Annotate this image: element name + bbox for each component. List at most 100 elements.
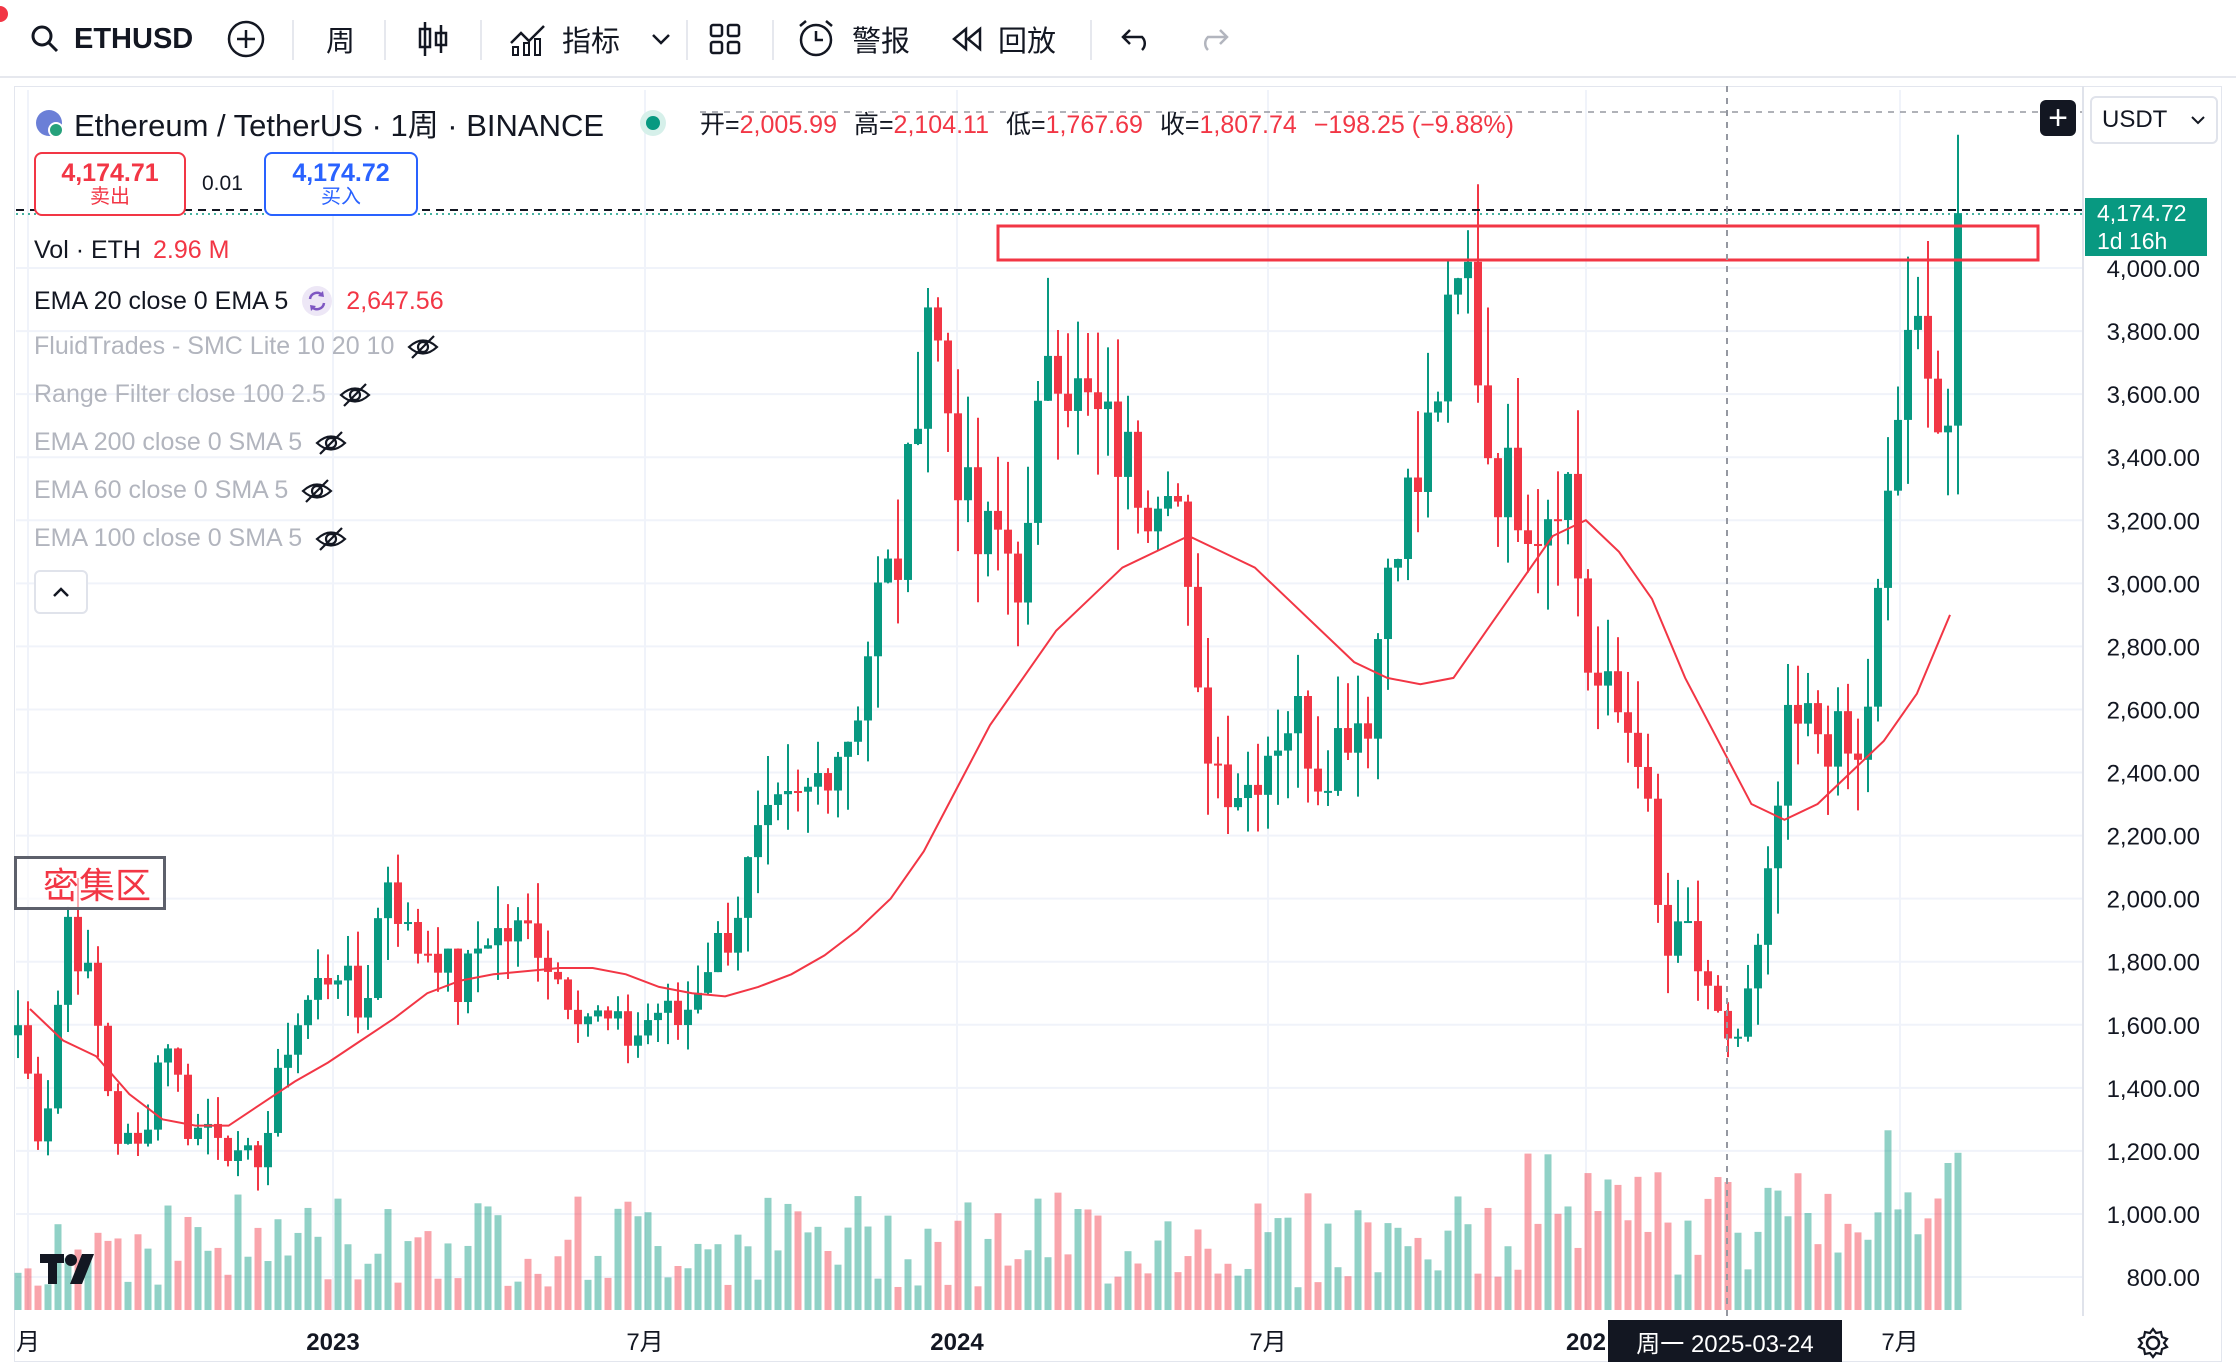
indicators-button[interactable]: 指标 xyxy=(508,0,620,78)
candle-body xyxy=(1254,784,1262,795)
volume-bar xyxy=(684,1268,692,1310)
currency-select[interactable]: USDT xyxy=(2090,96,2218,144)
indicator-label: EMA 60 close 0 SMA 5 xyxy=(34,476,289,504)
eye-off-icon[interactable] xyxy=(406,334,440,360)
candle-body xyxy=(1584,578,1592,673)
candle-body xyxy=(1404,477,1412,559)
compare-button[interactable] xyxy=(226,0,266,78)
volume-bar xyxy=(1844,1223,1852,1310)
volume-bar xyxy=(584,1279,592,1310)
candle-body xyxy=(794,790,802,793)
candle-body xyxy=(54,1004,62,1109)
candle-body xyxy=(1794,704,1802,724)
volume-bar xyxy=(1184,1256,1192,1310)
volume-bar xyxy=(654,1246,662,1310)
hidden-indicator-range-filter[interactable]: Range Filter close 100 2.5 xyxy=(34,380,372,409)
hidden-indicator-ema200[interactable]: EMA 200 close 0 SMA 5 xyxy=(34,428,348,457)
candle-body xyxy=(284,1054,292,1068)
candle-body xyxy=(1084,378,1092,393)
chart-type-button[interactable] xyxy=(416,0,450,78)
volume-bar xyxy=(504,1285,512,1310)
y-tick-label: 3,200.00 xyxy=(2107,508,2200,535)
volume-bar xyxy=(1194,1229,1202,1310)
volume-bar xyxy=(1864,1239,1872,1310)
undo-button[interactable] xyxy=(1120,0,1154,78)
candle-body xyxy=(164,1048,172,1063)
redo-button[interactable] xyxy=(1196,0,1230,78)
x-tick-label: 7月 xyxy=(1249,1329,1286,1356)
candle-body xyxy=(1484,385,1492,459)
volume-bar xyxy=(1814,1244,1822,1310)
candle-body xyxy=(734,917,742,953)
eye-off-icon[interactable] xyxy=(314,430,348,456)
volume-legend[interactable]: Vol · ETH 2.96 M xyxy=(34,236,229,265)
chevron-down-icon xyxy=(2191,116,2205,125)
sell-button[interactable]: 4,174.71 卖出 xyxy=(34,152,186,216)
hidden-indicator-ema60[interactable]: EMA 60 close 0 SMA 5 xyxy=(34,476,334,505)
volume-bar xyxy=(294,1232,302,1310)
alert-button[interactable]: 警报 xyxy=(796,0,910,78)
eye-off-icon[interactable] xyxy=(314,526,348,552)
buy-button[interactable]: 4,174.72 买入 xyxy=(264,152,418,216)
candle-body xyxy=(224,1137,232,1161)
candle-body xyxy=(1534,543,1542,546)
settings-gear-icon[interactable] xyxy=(2136,1326,2170,1360)
candle-body xyxy=(194,1127,202,1139)
candle-body xyxy=(1334,728,1342,791)
candle-body xyxy=(634,1035,642,1046)
candle-body xyxy=(1384,567,1392,640)
interval-button[interactable]: 周 xyxy=(326,0,355,78)
candle-body xyxy=(884,558,892,583)
volume-bar xyxy=(1224,1263,1232,1310)
collapse-legend-button[interactable] xyxy=(34,570,88,614)
volume-bar xyxy=(954,1220,962,1310)
tradingview-logo-icon[interactable] xyxy=(40,1252,104,1286)
volume-bar xyxy=(324,1279,332,1310)
y-tick-label: 800.00 xyxy=(2127,1265,2200,1292)
volume-bar xyxy=(564,1239,572,1310)
candle-body xyxy=(384,882,392,919)
candle-body xyxy=(1834,711,1842,767)
add-symbol-button[interactable]: + xyxy=(2040,100,2076,136)
candle-body xyxy=(124,1132,132,1144)
volume-bar xyxy=(644,1212,652,1310)
volume-bar xyxy=(1244,1268,1252,1310)
volume-bar xyxy=(884,1215,892,1310)
volume-bar xyxy=(84,1254,92,1310)
volume-bar xyxy=(1944,1163,1952,1310)
candle-body xyxy=(314,977,322,1000)
notification-dot xyxy=(0,6,8,22)
candle-body xyxy=(864,656,872,721)
symbol-search[interactable]: ETHUSD xyxy=(30,0,193,78)
zone-label[interactable]: 密集区 xyxy=(14,856,166,910)
volume-bar xyxy=(1074,1209,1082,1310)
candle-body xyxy=(1824,734,1832,767)
layouts-button[interactable] xyxy=(708,0,742,78)
hidden-indicator-ema100[interactable]: EMA 100 close 0 SMA 5 xyxy=(34,524,348,553)
hidden-indicator-fluidtrades[interactable]: FluidTrades - SMC Lite 10 20 10 xyxy=(34,332,440,361)
candle-body xyxy=(1774,805,1782,869)
candle-body xyxy=(1554,519,1562,522)
indicators-dropdown[interactable] xyxy=(650,0,672,78)
candle-body xyxy=(1674,921,1682,956)
ema-legend[interactable]: EMA 20 close 0 EMA 5 2,647.56 xyxy=(34,284,444,318)
eye-off-icon[interactable] xyxy=(338,382,372,408)
candle-body xyxy=(74,916,82,972)
candle-body xyxy=(1044,355,1052,401)
y-tick-label: 3,600.00 xyxy=(2107,382,2200,409)
volume-bar xyxy=(1384,1223,1392,1310)
candle-body xyxy=(1494,458,1502,518)
candle-body xyxy=(574,1009,582,1025)
replay-button[interactable]: 回放 xyxy=(950,0,1056,78)
volume-value: 2.96 M xyxy=(152,236,230,264)
volume-bar xyxy=(1014,1259,1022,1310)
volume-bar xyxy=(554,1256,562,1310)
volume-bar xyxy=(624,1201,632,1310)
volume-bar xyxy=(274,1219,282,1310)
volume-bar xyxy=(464,1245,472,1310)
volume-bar xyxy=(1264,1232,1272,1310)
volume-bar xyxy=(254,1227,262,1310)
eye-off-icon[interactable] xyxy=(300,478,334,504)
candle-body xyxy=(1764,868,1772,945)
